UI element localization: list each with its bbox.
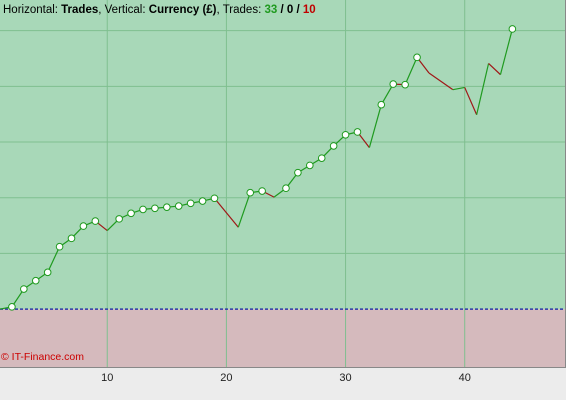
trade-point-marker <box>508 25 517 33</box>
trade-point-marker <box>282 184 290 193</box>
equity-segment-down <box>464 87 478 115</box>
trade-point-marker <box>198 197 207 205</box>
trade-point-marker <box>79 222 88 230</box>
losing-trades-count: 10 <box>302 4 316 16</box>
trade-point-marker <box>341 130 350 139</box>
trade-point-marker <box>329 142 338 150</box>
trade-point-marker <box>127 209 135 218</box>
vertical-label: Vertical: <box>104 4 146 16</box>
vertical-value: Currency (£) <box>148 4 217 16</box>
x-tick-label: 30 <box>339 372 351 384</box>
equity-segment-down <box>214 197 239 228</box>
trade-point-marker <box>55 242 64 251</box>
trade-point-marker <box>210 194 219 203</box>
even-trades-count: 0 <box>286 4 294 16</box>
equity-segment-down <box>428 72 454 91</box>
loss-area <box>0 309 566 367</box>
separator-2: / <box>296 4 300 16</box>
equity-segment-up <box>452 86 465 91</box>
trade-point-marker <box>389 80 398 88</box>
trades-label: Trades: <box>222 4 262 16</box>
equity-segment-up <box>47 246 61 273</box>
x-tick-label: 10 <box>101 372 113 384</box>
trade-point-marker <box>186 199 195 208</box>
trade-point-marker <box>258 187 266 195</box>
equity-segment-up <box>237 192 251 228</box>
trade-point-marker <box>91 217 100 225</box>
trade-point-marker <box>294 168 302 177</box>
chart-background <box>0 0 566 367</box>
trade-point-marker <box>317 154 326 162</box>
trade-point-marker <box>8 303 16 311</box>
trade-point-marker <box>401 80 409 89</box>
trade-point-marker <box>163 203 171 211</box>
trade-point-marker <box>353 128 362 136</box>
separator-1: / <box>280 4 284 16</box>
equity-segment-down <box>488 63 501 76</box>
trade-point-marker <box>31 276 40 285</box>
trade-point-marker <box>246 188 255 197</box>
trade-point-marker <box>413 53 421 62</box>
equity-segment-up <box>380 83 394 105</box>
chart-header: Horizontal: Trades, Vertical: Currency (… <box>3 4 316 16</box>
trade-point-marker <box>139 205 147 214</box>
x-tick-label: 20 <box>220 372 232 384</box>
trade-point-marker <box>43 268 52 277</box>
trade-point-marker <box>377 100 386 109</box>
equity-segment-up <box>404 57 418 85</box>
trade-point-marker <box>67 234 76 243</box>
winning-trades-count: 33 <box>264 4 278 16</box>
x-tick-label: 40 <box>459 372 471 384</box>
trade-point-marker <box>20 285 28 293</box>
horizontal-label: Horizontal: <box>3 4 58 16</box>
x-axis-ticks: 10 20 30 40 <box>101 372 471 384</box>
watermark: © IT-Finance.com <box>1 351 85 363</box>
equity-segment-up <box>499 28 513 75</box>
trade-point-marker <box>174 202 183 210</box>
trade-point-marker <box>151 204 159 213</box>
trade-markers <box>8 25 517 311</box>
trade-point-marker <box>115 215 123 223</box>
trade-point-marker <box>306 161 314 170</box>
profit-area <box>0 0 566 310</box>
horizontal-value: Trades <box>61 4 99 16</box>
equity-segment-up <box>368 104 382 148</box>
equity-segment-up <box>476 63 490 115</box>
